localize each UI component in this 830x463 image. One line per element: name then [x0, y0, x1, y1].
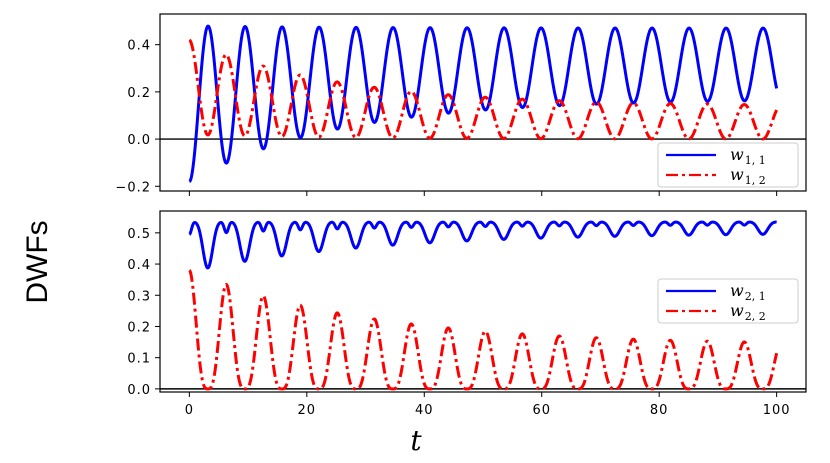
x-tick-label: 80 — [650, 403, 669, 418]
y-tick-label: 0.0 — [127, 383, 151, 398]
series-line-w22 — [188, 269, 779, 391]
x-tick-label: 0 — [185, 403, 194, 418]
x-tick-label: 60 — [532, 403, 551, 418]
y-tick-label: 0.2 — [127, 320, 151, 335]
x-tick-label: 100 — [763, 403, 791, 418]
y-tick-label: 0.1 — [127, 352, 151, 367]
y-tick-label: −0.2 — [115, 180, 151, 195]
y-tick-label: 0.0 — [127, 133, 151, 148]
x-axis-label: t — [410, 424, 422, 457]
legend-label: w2, 1 — [730, 281, 766, 303]
legend-label: w2, 2 — [730, 301, 766, 323]
legend-label: w1, 1 — [730, 145, 766, 167]
legend: w1, 1w1, 2 — [657, 142, 799, 188]
top-panel: −0.2 0.0 0.2 0.4 w1, 1w1, 2 — [115, 13, 807, 196]
y-tick-label: 0.5 — [127, 227, 151, 242]
legend-box — [657, 142, 799, 188]
legend: w2, 1w2, 2 — [657, 278, 799, 324]
y-axis-label: DWFs — [21, 220, 54, 303]
legend-label: w1, 2 — [730, 165, 766, 187]
y-tick-label: 0.2 — [127, 86, 151, 101]
legend-box — [657, 278, 799, 324]
axes-frame — [159, 13, 807, 192]
x-tick-label: 40 — [415, 403, 434, 418]
bottom-panel: 0 20 40 60 80 100 0.0 0.1 0.2 0.3 0.4 0.5 w2, 1w2, 2 — [127, 210, 807, 418]
series-line-w12 — [188, 38, 778, 141]
x-tick-label: 20 — [298, 403, 317, 418]
series-line-w21 — [188, 220, 778, 270]
y-tick-label: 0.4 — [127, 39, 151, 54]
axes-frame — [159, 210, 807, 393]
y-tick-label: 0.3 — [127, 289, 151, 304]
series-line-w11 — [188, 24, 779, 183]
y-tick-label: 0.4 — [127, 258, 151, 273]
